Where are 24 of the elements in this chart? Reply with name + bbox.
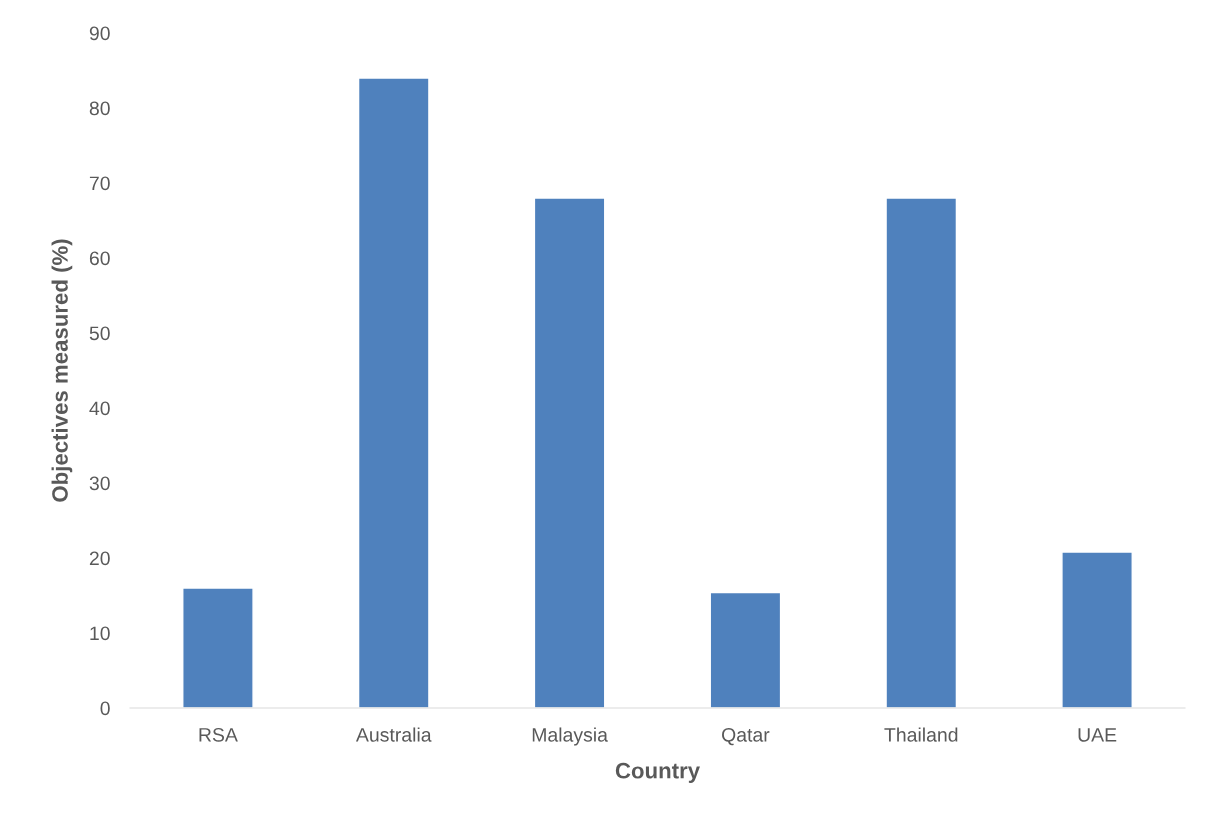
x-tick-label: Thailand: [884, 727, 958, 742]
y-tick-label: 70: [89, 176, 110, 191]
y-axis-title: Objectives measured (%): [51, 239, 73, 502]
bar: [709, 591, 782, 708]
y-tick-label: 40: [89, 401, 110, 416]
y-tick-label: 80: [89, 101, 110, 116]
x-tick-label: Australia: [355, 727, 432, 742]
y-tick-label: 20: [89, 551, 110, 566]
y-tick-label: 10: [90, 626, 110, 641]
y-tick-label: 0: [100, 701, 110, 716]
x-tick-label: RSA: [199, 727, 238, 742]
x-tick-label: Qatar: [722, 727, 770, 746]
bar: [182, 587, 254, 708]
bar: [885, 197, 958, 708]
y-tick-label: 90: [89, 26, 110, 41]
x-axis-title: Country: [615, 762, 700, 783]
y-tick-label: 30: [89, 476, 110, 491]
bar: [533, 197, 606, 708]
y-tick-label: 60: [89, 251, 110, 266]
bar: [357, 77, 430, 708]
x-tick-label: UAE: [1078, 728, 1117, 742]
x-tick-label: Malaysia: [532, 727, 608, 746]
y-tick-label: 50: [89, 326, 110, 341]
bar: [1061, 551, 1133, 708]
